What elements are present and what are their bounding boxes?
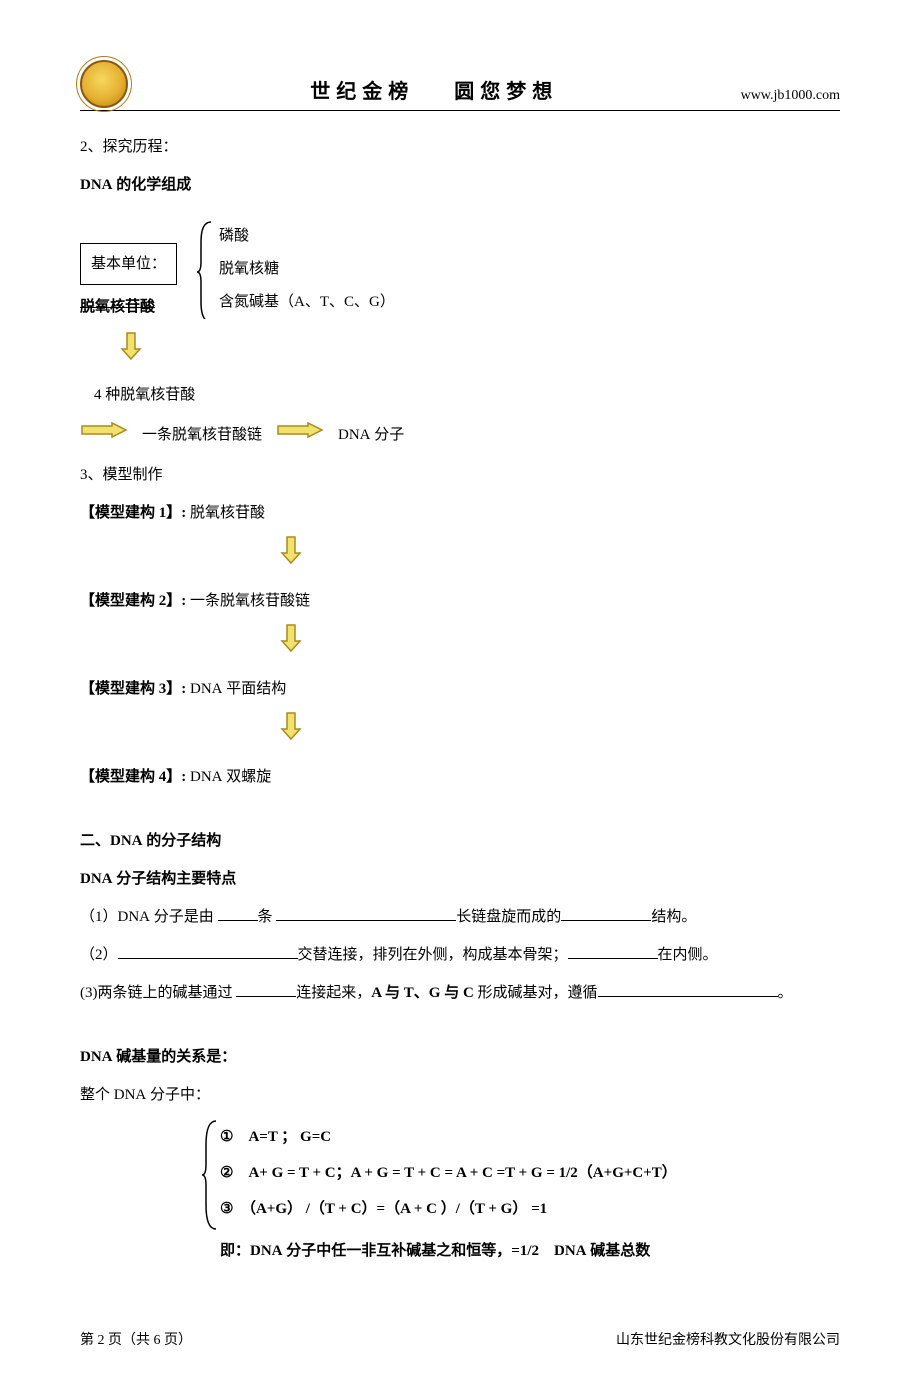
blank-2b	[568, 943, 658, 959]
brace-icon-2	[202, 1119, 220, 1269]
arrow-down-m2	[280, 623, 840, 667]
model-1: 【模型建构 1】: 脱氧核苷酸	[80, 495, 840, 531]
basic-unit-box: 基本单位：	[80, 243, 177, 285]
eq-1: ① A=T ； G=C	[220, 1119, 840, 1155]
equation-block: ① A=T ； G=C ② A+ G = T + C；A + G = T + C…	[220, 1119, 840, 1269]
logo-icon	[80, 60, 128, 108]
title-left: 世纪金榜	[310, 81, 414, 103]
blank-1c	[561, 905, 651, 921]
title-right: 圆您梦想	[454, 81, 558, 103]
section2-title: 二、DNA 的分子结构	[80, 823, 840, 859]
dna-molecule: DNA 分子	[338, 417, 404, 453]
model-making: 3、模型制作	[80, 457, 840, 493]
blank-1b	[276, 905, 456, 921]
whole-dna-line: 整个 DNA 分子中：	[80, 1077, 840, 1113]
arrow-down-m3	[280, 711, 840, 755]
chain-text: 一条脱氧核苷酸链	[142, 417, 262, 453]
section2-sub: DNA 分子结构主要特点	[80, 861, 840, 897]
footer-page: 第 2 页（共 6 页）	[80, 1329, 192, 1349]
arrow-down-m1	[280, 535, 840, 579]
four-nucleotides: 4 种脱氧核苷酸	[94, 377, 840, 413]
brace-icon	[197, 220, 215, 319]
header-title: 世纪金榜 圆您梦想	[128, 75, 741, 108]
comp-phosphate: 磷酸	[219, 220, 395, 253]
eq-3: ③ （A+G） /（T + C）=（A + C ）/（T + G） =1	[220, 1191, 840, 1227]
line-explore: 2、探究历程：	[80, 129, 840, 165]
comp-base: 含氮碱基（A、T、C、G）	[219, 286, 395, 319]
blank-1a	[218, 905, 258, 921]
model-2: 【模型建构 2】: 一条脱氧核苷酸链	[80, 583, 840, 619]
base-relation-title: DNA 碱基量的关系是：	[80, 1039, 840, 1075]
page-header: 世纪金榜 圆您梦想 www.jb1000.com	[80, 60, 840, 111]
comp-deoxyribose: 脱氧核糖	[219, 253, 395, 286]
arrow-down-1	[120, 331, 840, 375]
blank-3a	[236, 981, 296, 997]
feature-3: (3)两条链上的碱基通过 连接起来，A 与 T、G 与 C 形成碱基对，遵循。	[80, 975, 840, 1011]
chain-flow-row: 一条脱氧核苷酸链 DNA 分子	[80, 417, 840, 453]
blank-3b	[598, 981, 778, 997]
eq-2: ② A+ G = T + C；A + G = T + C = A + C =T …	[220, 1155, 840, 1191]
model-3: 【模型建构 3】: DNA 平面结构	[80, 671, 840, 707]
dna-chem-title: DNA DNA 的化学组成的化学组成	[80, 167, 840, 203]
page-footer: 第 2 页（共 6 页） 山东世纪金榜科教文化股份有限公司	[80, 1329, 840, 1349]
feature-2: （2）交替连接，排列在外侧，构成基本骨架；在内侧。	[80, 937, 840, 973]
footer-company: 山东世纪金榜科教文化股份有限公司	[616, 1329, 840, 1349]
nucleotide-label: 脱氧核苷酸	[80, 289, 155, 325]
header-url: www.jb1000.com	[741, 88, 840, 108]
feature-1: （1）DNA 分子是由 条 长链盘旋而成的结构。	[80, 899, 840, 935]
document-body: 2、探究历程： DNA DNA 的化学组成的化学组成 基本单位： 脱氧核苷酸 磷…	[80, 129, 840, 1269]
arrow-right-1	[80, 417, 128, 453]
arrow-right-2	[276, 417, 324, 453]
eq-summary: 即：DNA 分子中任一非互补碱基之和恒等，=1/2 DNA 碱基总数	[220, 1233, 840, 1269]
model-4: 【模型建构 4】: DNA 双螺旋	[80, 759, 840, 795]
blank-2a	[118, 943, 298, 959]
